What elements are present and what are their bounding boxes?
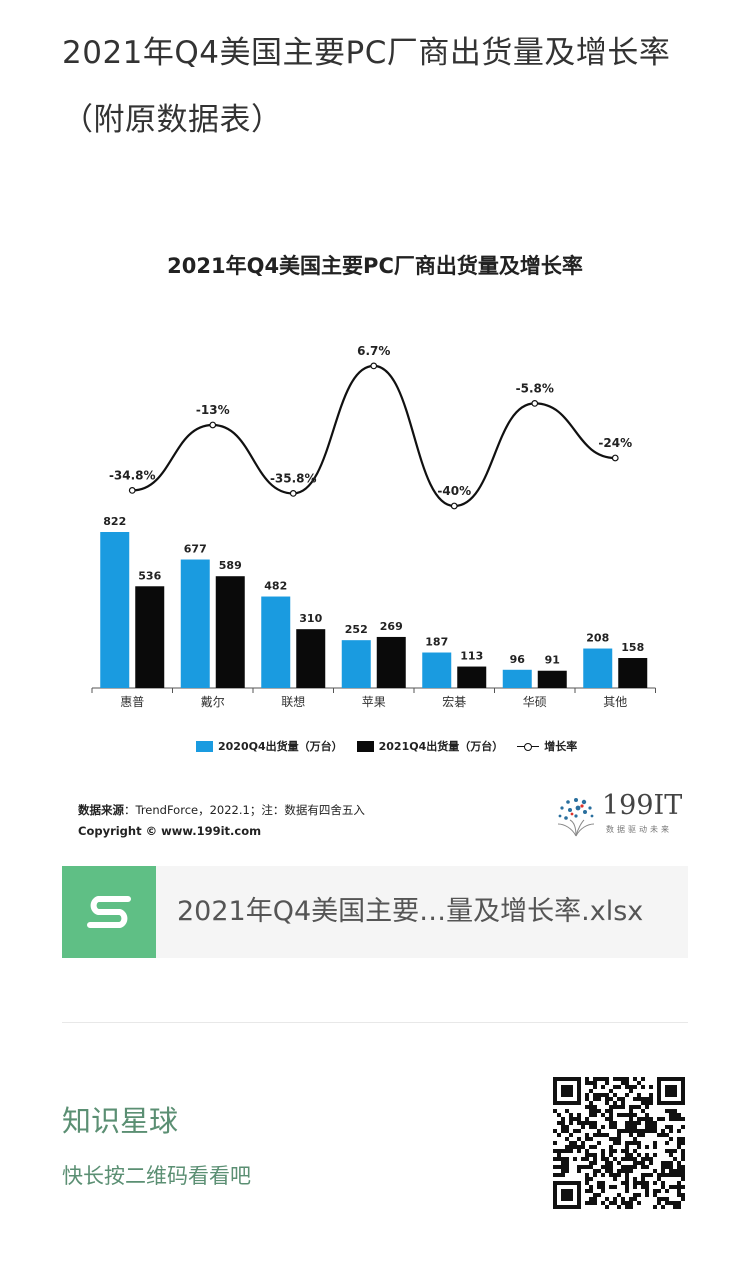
bar-value-label: 310 (299, 612, 322, 625)
source-label: 数据来源 (78, 803, 124, 817)
brand-dots-icon (557, 798, 595, 837)
section-divider (62, 1022, 688, 1023)
spreadsheet-s-icon (62, 866, 156, 958)
bar-2021 (537, 670, 567, 688)
bar-2020 (583, 648, 613, 688)
x-tick-label: 其他 (603, 695, 627, 709)
bar-2020 (180, 559, 210, 688)
brand-logo: 199IT 数据驱动未来 (552, 790, 682, 838)
bar-2021 (376, 636, 406, 688)
growth-rate-point (128, 487, 136, 494)
chart-legend: 2020Q4出货量（万台） 2021Q4出货量（万台） 增长率 (196, 738, 577, 754)
legend-label-growth: 增长率 (544, 740, 578, 753)
promo-title: 知识星球 (62, 1104, 179, 1138)
bar-2020 (341, 640, 371, 688)
bar-2020 (100, 532, 130, 688)
growth-rate-label: -40% (437, 484, 471, 498)
growth-rate-label: -34.8% (109, 468, 156, 482)
x-tick-label: 华硕 (523, 695, 547, 709)
bar-value-label: 91 (545, 654, 560, 667)
chart-title: 2021年Q4美国主要PC厂商出货量及增长率 (167, 254, 583, 278)
legend-label-2020: 2020Q4出货量（万台） (218, 740, 343, 753)
growth-rate-label: 6.7% (357, 344, 390, 358)
page-title: 2021年Q4美国主要PC厂商出货量及增长率（附原数据表） (62, 35, 671, 138)
bar-2021 (215, 576, 245, 688)
growth-rate-point (289, 490, 297, 497)
bar-2021 (135, 586, 165, 688)
chart-card: 2021年Q4美国主要PC厂商出货量及增长率 822 536 惠普 677 589 戴尔 4… (62, 228, 688, 848)
bar-value-label: 482 (264, 580, 287, 593)
growth-rate-point (370, 362, 378, 370)
legend-line-swatch (517, 741, 540, 752)
chart-source: 数据来源：TrendForce，2022.1；注：数据有四舍五入 Copyrig… (78, 800, 365, 842)
bar-value-label: 269 (380, 620, 403, 633)
x-tick-label: 苹果 (362, 695, 386, 709)
growth-rate-label: -13% (196, 403, 230, 417)
bar-2021 (296, 629, 326, 688)
legend-item-growth: 增长率 (517, 738, 577, 754)
bar-value-label: 187 (425, 636, 448, 649)
legend-item-2021: 2021Q4出货量（万台） (356, 738, 504, 754)
growth-rate-point (531, 399, 539, 407)
legend-swatch-2020 (196, 740, 213, 752)
growth-rate-label: -24% (598, 436, 632, 450)
legend-label-2021: 2021Q4出货量（万台） (378, 740, 504, 753)
promo-subtitle: 快长按二维码看看吧 (62, 1164, 251, 1188)
chart-plot: 822 536 惠普 677 589 戴尔 482 310 联想 252 269 苹果 187 113 宏碁… (91, 344, 656, 709)
growth-rate-label: -35.8% (270, 471, 317, 485)
legend-swatch-2021 (356, 740, 374, 752)
bar-value-label: 677 (184, 543, 207, 556)
bar-value-label: 158 (621, 641, 644, 654)
x-tick-label: 宏碁 (442, 694, 466, 709)
bar-value-label: 536 (138, 569, 161, 582)
x-tick-label: 惠普 (120, 695, 144, 709)
brand-tagline: 数据驱动未来 (606, 825, 672, 834)
x-tick-label: 联想 (281, 694, 305, 709)
growth-rate-point (450, 502, 458, 510)
bar-2020 (502, 669, 532, 688)
bar-value-label: 589 (219, 559, 242, 572)
brand-name: 199IT (602, 790, 683, 821)
bar-2021 (618, 658, 648, 688)
bar-value-label: 208 (586, 632, 609, 645)
bar-value-label: 96 (510, 653, 526, 666)
bar-value-label: 252 (345, 623, 368, 636)
bar-value-label: 113 (460, 650, 483, 663)
attachment-file-card[interactable]: 2021年Q4美国主要…量及增长率.xlsx (62, 866, 688, 958)
source-text: ：TrendForce，2022.1；注：数据有四舍五入 (124, 803, 365, 817)
growth-rate-point (611, 454, 619, 462)
file-name: 2021年Q4美国主要…量及增长率.xlsx (177, 896, 644, 927)
copyright-text: Copyright © www.199it.com (78, 824, 262, 838)
growth-rate-point (209, 421, 217, 429)
bar-2021 (457, 666, 487, 688)
bar-2020 (261, 596, 291, 688)
bar-value-label: 822 (103, 515, 126, 528)
bar-2020 (422, 652, 452, 688)
qr-code[interactable] (553, 1077, 685, 1209)
x-tick-label: 戴尔 (201, 694, 225, 709)
legend-item-2020: 2020Q4出货量（万台） (196, 738, 343, 754)
growth-rate-label: -5.8% (516, 381, 554, 395)
